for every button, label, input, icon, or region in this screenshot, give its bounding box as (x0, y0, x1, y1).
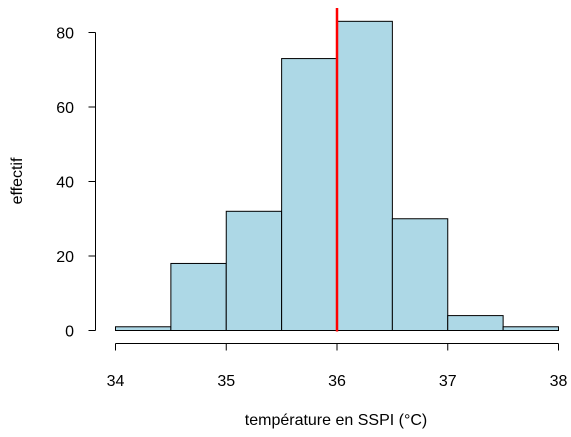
histogram-bar-0 (115, 326, 172, 331)
x-axis: 34 35 36 37 38 (107, 343, 568, 390)
histogram-bar-6 (447, 315, 504, 332)
histogram-bar-4 (336, 20, 393, 331)
x-tick-label-3: 37 (439, 373, 457, 390)
x-tick-label-4: 38 (550, 373, 568, 390)
x-tick-label-2: 36 (328, 373, 346, 390)
x-tick-label-1: 35 (217, 373, 235, 390)
y-tick-label-3: 60 (56, 100, 74, 117)
y-tick-label-2: 40 (56, 175, 74, 192)
histogram-bar-2 (225, 210, 283, 331)
y-tick-label-4: 80 (56, 26, 74, 43)
y-tick-label-1: 20 (56, 249, 74, 266)
histogram-bar-1 (170, 262, 227, 332)
y-tick-label-0: 0 (65, 324, 74, 341)
x-tick-label-0: 34 (107, 373, 125, 390)
histogram-bars (115, 20, 559, 332)
y-axis-label: effectif (9, 157, 26, 204)
y-axis: 0 20 40 60 80 (56, 26, 96, 341)
x-axis-label: température en SSPI (°C) (245, 412, 427, 429)
histogram-bar-7 (502, 326, 559, 331)
histogram-bar-3 (281, 58, 338, 331)
histogram-bar-5 (391, 218, 449, 331)
